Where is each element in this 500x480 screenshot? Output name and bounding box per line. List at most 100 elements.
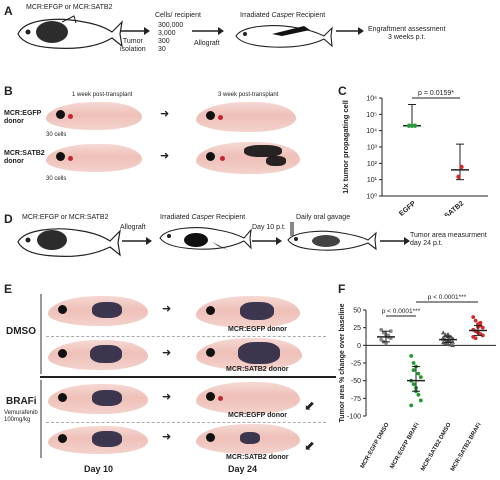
panel-d-recipient-italic: Casper	[191, 214, 215, 221]
y-tick-label: 10⁴	[366, 128, 377, 135]
row-divider	[46, 336, 326, 337]
y-tick-label: 10¹	[367, 177, 378, 184]
p-value-label: p = 0.0159*	[418, 90, 454, 97]
photo-dmso-efgp-d24	[196, 296, 300, 328]
panel-e-letter: E	[4, 282, 13, 296]
data-point	[411, 382, 416, 387]
photo-brafi-efgp-d24	[196, 382, 300, 414]
photo-dmso-satb2-d10	[48, 340, 148, 370]
photo-brafi-satb2-d24	[196, 424, 300, 454]
panel-d-gavage-label: Daily oral gavage	[296, 214, 351, 221]
recipient-fish-illustration-d	[159, 227, 252, 250]
x-tick-label: EGFP	[398, 200, 417, 216]
group-bracket-dmso	[40, 294, 42, 374]
cell-count-item: 300	[158, 38, 170, 45]
data-point	[448, 338, 453, 343]
panel-d-letter: D	[4, 212, 13, 226]
data-point	[441, 340, 446, 345]
fish-eye	[206, 152, 215, 161]
panel-a-outcome: Engraftment assessment 3 weeks p.t.	[368, 26, 446, 41]
data-point	[418, 375, 423, 380]
arrow-a3	[336, 27, 364, 35]
panel-b-col1: 1 week post-transplant	[72, 92, 133, 98]
panel-a-step1: Tumor isolation	[120, 38, 146, 53]
photo-brafi-efgp-d10	[48, 384, 148, 414]
row-divider	[46, 422, 326, 423]
data-point	[480, 325, 485, 330]
y-tick-label: 25	[353, 325, 361, 332]
panel-c-letter: C	[338, 84, 347, 98]
tumor-pointer-arrow-2: ⬋	[304, 438, 315, 453]
data-point	[441, 330, 446, 335]
group-dmso-label: DMSO	[6, 326, 36, 337]
data-point	[411, 368, 416, 372]
arrow-e3: ➜	[162, 391, 172, 403]
data-point	[409, 354, 414, 358]
tumor-mass	[238, 342, 280, 364]
chart-c: 10⁶ 10⁵ 10⁴ 10³ 10² 10¹ 10⁰ 1/x tumor propagati…	[341, 90, 488, 216]
fish-gill	[218, 396, 223, 401]
tumor-pointer-arrow-1: ⬋	[304, 398, 315, 413]
data-point	[450, 343, 455, 348]
arrow-d1	[122, 237, 152, 245]
day-end-label: Day 24	[228, 464, 258, 474]
fish-eye	[56, 152, 65, 161]
tumor-mass	[266, 156, 286, 166]
label-brafi-efgp: MCR:EGFP donor	[228, 412, 287, 419]
group-brafi-label: BRAFi	[6, 396, 37, 407]
data-point	[409, 403, 414, 408]
data-point	[480, 333, 485, 338]
panel-a-step2: Allograft	[194, 40, 220, 47]
panel-d-outcome: Tumor area measurment day 24 p.t.	[410, 232, 487, 247]
fish-eye	[206, 111, 215, 120]
group-bracket-brafi	[40, 380, 42, 458]
photo-efgp-1wk	[46, 102, 142, 130]
y-axis-label: 1/x tumor propagating cell	[341, 100, 350, 194]
fish-gill	[68, 114, 73, 119]
data-point	[445, 331, 451, 336]
panel-a-recipient-label: Irradiated Casper Recipient	[240, 12, 326, 19]
photo-satb2-1wk	[46, 144, 142, 172]
x-tick-label: MCR:EGFP BRAFi	[390, 422, 421, 470]
data-point	[388, 329, 393, 334]
gavage-fish-illustration	[287, 222, 377, 251]
cell-count-item: 300,000	[158, 22, 184, 29]
panel-b-letter: B	[4, 84, 13, 98]
data-point	[445, 341, 451, 346]
donor-fish-illustration-d	[17, 228, 121, 257]
panel-d-step1: Allograft	[120, 224, 146, 231]
p-value-label: p < 0.0001***	[382, 308, 421, 315]
fish-eye	[206, 348, 215, 357]
y-tick-label: 10³	[367, 145, 378, 152]
x-tick-label: MCR:EGFP DMSO	[360, 422, 391, 470]
tumor-mass	[244, 145, 282, 157]
arrow-b2: ➜	[160, 150, 170, 162]
fish-gill	[68, 156, 73, 161]
tumor-mass	[92, 302, 122, 318]
y-axis-label: Tumor area % change over baseline	[339, 303, 346, 422]
p-value-label: p < 0.0001***	[428, 294, 467, 301]
data-point	[473, 336, 478, 341]
y-tick-label: 10⁰	[366, 193, 377, 201]
photo-satb2-3wk	[196, 142, 300, 174]
photo-brafi-satb2-d10	[48, 426, 148, 454]
y-tick-label: 10²	[367, 161, 378, 168]
fish-eye	[58, 393, 67, 402]
recipient-fish-illustration	[235, 25, 333, 48]
fish-gill	[218, 115, 223, 120]
data-point	[412, 123, 418, 128]
data-point	[459, 164, 464, 170]
data-point	[418, 398, 423, 403]
x-tick-label: MCR:SATB2 BRAFi	[450, 422, 483, 473]
day-start-label: Day 10	[84, 464, 114, 474]
y-tick-label: 50	[353, 308, 361, 315]
tumor-mass	[92, 431, 122, 447]
panel-a-cell-counts: 300,000 3,000 300 30	[158, 22, 183, 54]
donor-fish-illustration	[17, 15, 123, 49]
y-tick-label: -25	[351, 361, 361, 368]
panel-d-step2: Day 10 p.t.	[252, 224, 286, 231]
cell-count-item: 30	[158, 46, 166, 53]
fish-eye	[58, 434, 67, 443]
label-dmso-efgp: MCR:EGFP donor	[228, 326, 287, 333]
